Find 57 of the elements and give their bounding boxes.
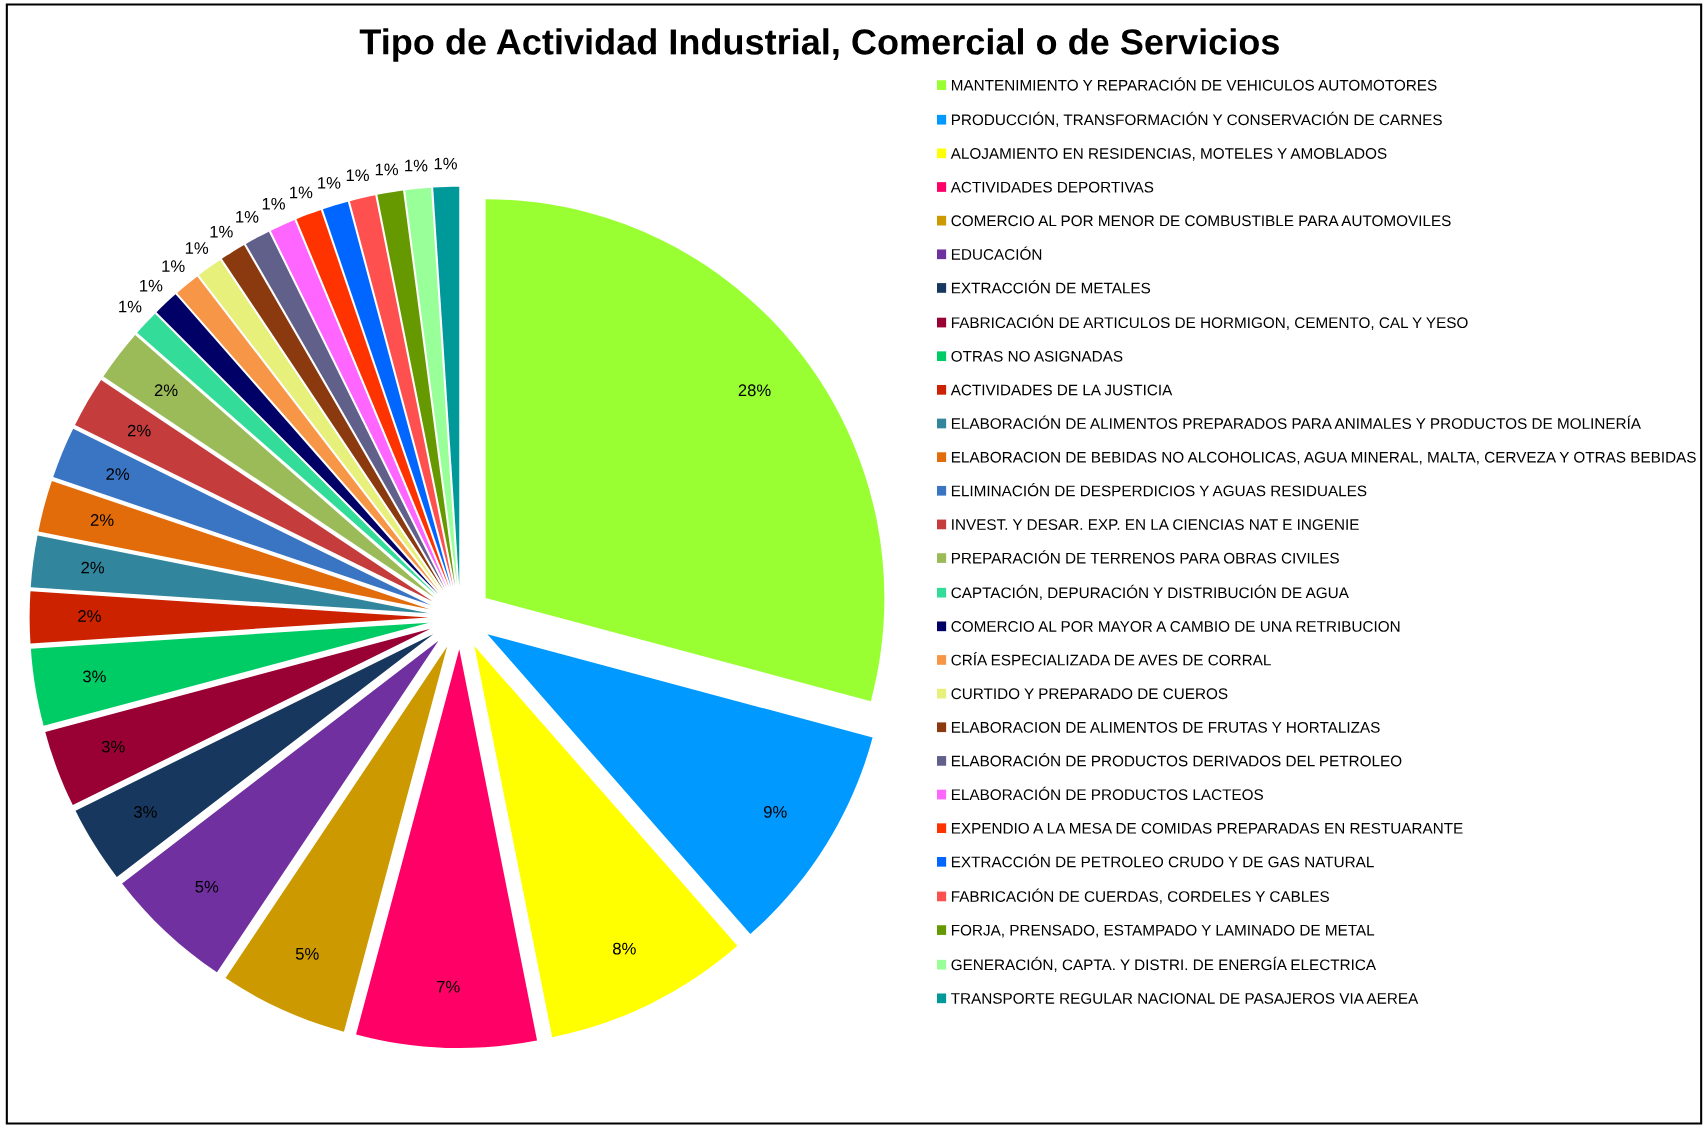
- data-label: 2%: [106, 468, 130, 480]
- data-label: 3%: [82, 670, 106, 683]
- data-label: 2%: [81, 561, 105, 574]
- data-label: 1%: [210, 225, 233, 238]
- legend-label: EXTRACCIÓN DE PETROLEO CRUDO Y DE GAS NATURAL: [951, 853, 1374, 868]
- legend-label: ELABORACIÓN DE PRODUCTOS DERIVADOS DEL PETROLEO: [951, 753, 1402, 767]
- legend-label: OTRAS NO ASIGNADAS: [951, 350, 1123, 362]
- data-label: 1%: [434, 157, 457, 170]
- legend-label: COMERCIO AL POR MENOR DE COMBUSTIBLE PARA AUTOMOVILES: [951, 215, 1451, 227]
- data-label: 1%: [375, 163, 399, 176]
- data-label: 1%: [162, 260, 185, 272]
- legend-label: EDUCACIÓN: [951, 246, 1042, 260]
- legend-label: EXPENDIO A LA MESA DE COMIDAS PREPARADAS EN RESTUARANTE: [951, 822, 1463, 834]
- legend-label: TRANSPORTE REGULAR NACIONAL DE PASAJEROS VIA AEREA: [951, 993, 1419, 1004]
- legend-label: INVEST. Y DESAR. EXP. EN LA CIENCIAS NAT E INGENIE: [952, 519, 1359, 530]
- data-label: 1%: [185, 242, 209, 254]
- data-label: 2%: [154, 384, 178, 397]
- data-label: 2%: [127, 424, 151, 437]
- data-label: 1%: [405, 159, 428, 172]
- data-label: 1%: [262, 197, 285, 210]
- legend-label: CAPTACIÓN, DEPURACIÓN Y DISTRIBUCIÓN DE AGUA: [951, 584, 1349, 601]
- data-label: 1%: [318, 177, 341, 189]
- chart-title: Tipo de Actividad Industrial, Comercial o de Servicios: [359, 28, 1279, 62]
- legend-label: COMERCIO AL POR MAYOR A CAMBIO DE UNA RETRIBUCION: [951, 621, 1400, 632]
- data-label: 1%: [290, 186, 313, 199]
- data-label: 3%: [101, 740, 125, 753]
- data-label: 28%: [738, 384, 771, 397]
- data-label: 9%: [763, 805, 787, 818]
- data-label: 5%: [195, 880, 219, 893]
- legend-label: PRODUCCIÓN, TRANSFORMACIÓN Y CONSERVACIÓN DE CARNES: [951, 111, 1442, 128]
- legend-label: EXTRACCIÓN DE METALES: [951, 280, 1151, 294]
- data-label: 5%: [295, 947, 319, 960]
- legend-label: PREPARACIÓN DE TERRENOS PARA OBRAS CIVILES: [951, 550, 1339, 564]
- legend-label: CURTIDO Y PREPARADO DE CUEROS: [951, 688, 1228, 700]
- data-label: 3%: [133, 805, 157, 818]
- legend-label: ELABORACIÓN DE ALIMENTOS PREPARADOS PARA ANIMALES Y PRODUCTOS DE MOLINERÍA: [951, 415, 1641, 430]
- legend-label: ALOJAMIENTO EN RESIDENCIAS, MOTELES Y AMOBLADOS: [950, 148, 1387, 161]
- legend-label: CRÍA ESPECIALIZADA DE AVES DE CORRAL: [951, 652, 1271, 666]
- data-label: 8%: [613, 942, 636, 955]
- legend-label: MANTENIMIENTO Y REPARACIÓN DE VEHICULOS AUTOMOTORES: [951, 77, 1437, 91]
- data-label: 7%: [436, 980, 460, 993]
- legend-label: ELABORACION DE BEBIDAS NO ALCOHOLICAS, AGUA MINERAL, MALTA, CERVEZA Y OTRAS BEBIDAS: [951, 451, 1696, 465]
- data-label: 1%: [140, 279, 163, 292]
- legend-label: FABRICACIÓN DE ARTICULOS DE HORMIGON, CEMENTO, CAL Y YESO: [951, 314, 1468, 330]
- data-label: 1%: [236, 211, 259, 223]
- legend-label: ELABORACION DE ALIMENTOS DE FRUTAS Y HORTALIZAS: [951, 721, 1380, 733]
- legend-label: FABRICACIÓN DE CUERDAS, CORDELES Y CABLES: [951, 888, 1329, 904]
- legend-label: ACTIVIDADES DE LA JUSTICIA: [950, 384, 1173, 396]
- legend-label: ELIMINACIÓN DE DESPERDICIOS Y AGUAS RESIDUALES: [951, 482, 1367, 497]
- legend-label: ELABORACIÓN DE PRODUCTOS LACTEOS: [951, 786, 1264, 801]
- legend-label: GENERACIÓN, CAPTA. Y DISTRI. DE ENERGÍA ELECTRICA: [951, 956, 1377, 973]
- legend-label: FORJA, PRENSADO, ESTAMPADO Y LAMINADO DE METAL: [951, 924, 1375, 938]
- data-label: 2%: [78, 610, 101, 622]
- legend-label: ACTIVIDADES DEPORTIVAS: [950, 181, 1154, 193]
- data-label: 2%: [90, 514, 114, 526]
- data-label: 1%: [346, 169, 369, 182]
- data-label: 1%: [119, 300, 142, 313]
